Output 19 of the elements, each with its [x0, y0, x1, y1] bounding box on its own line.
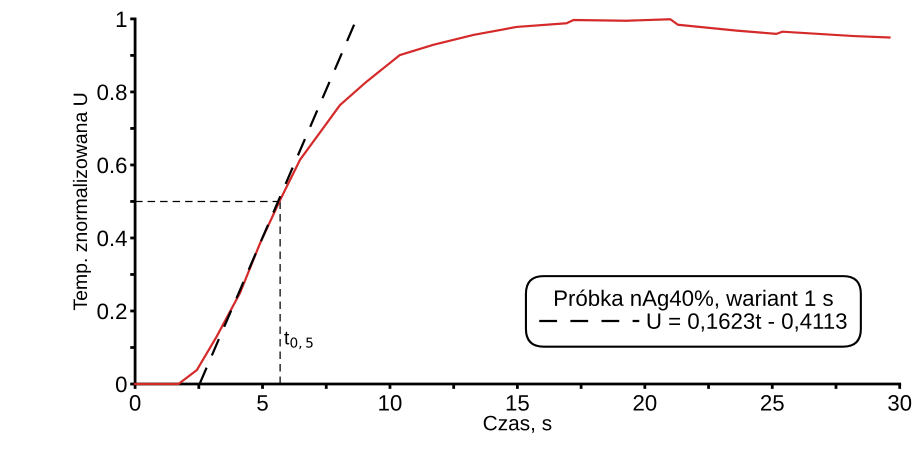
- y-tick-label: 0: [116, 376, 127, 392]
- ref-line-label: t$_{0,5}$: [284, 332, 313, 350]
- legend-label: U = 0,1623t - 0,4113: [648, 313, 847, 332]
- y-tick-label: 0.8: [97, 84, 126, 100]
- legend-title: Próbka nAg40%, wariant 1 s: [555, 289, 833, 310]
- x-tick-label: 20: [634, 395, 656, 411]
- x-tick-label: 25: [761, 395, 784, 411]
- x-tick-label: 0: [130, 395, 140, 411]
- x-tick-label: 5: [257, 395, 268, 411]
- y-tick-label: 0.4: [97, 230, 127, 246]
- y-tick-label: 0.2: [97, 304, 126, 320]
- line-series: [134, 18, 891, 386]
- x-tick-label: 15: [506, 395, 529, 411]
- x-tick-label: 10: [379, 395, 402, 411]
- x-tick-label: 30: [888, 395, 912, 411]
- y-tick-label: 0.6: [97, 157, 126, 174]
- x-axis-title: Czas, s: [484, 416, 552, 433]
- y-tick-label: 1: [116, 12, 126, 27]
- y-axis-title: Temp. znormalizowana U: [72, 94, 92, 310]
